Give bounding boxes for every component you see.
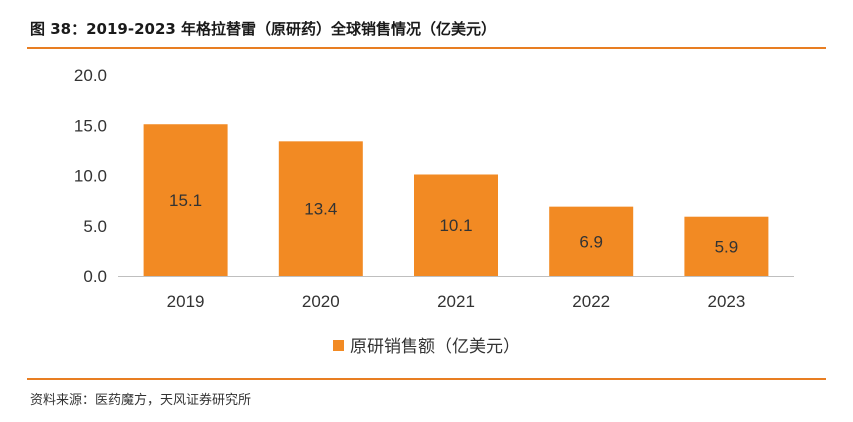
y-tick-label: 15.0 — [74, 116, 107, 135]
bar — [684, 216, 769, 276]
legend-swatch — [333, 340, 344, 351]
bottom-divider — [27, 378, 826, 380]
top-divider — [27, 47, 826, 49]
legend: 原研销售额（亿美元） — [333, 337, 520, 357]
x-tick-label: 2022 — [572, 292, 610, 311]
bar — [143, 124, 228, 277]
data-label: 6.9 — [579, 232, 603, 251]
bars: 15.1 13.4 10.1 6.9 5.9 — [143, 124, 769, 277]
bar — [549, 206, 634, 276]
x-tick-label: 2019 — [167, 292, 205, 311]
bar — [278, 141, 363, 276]
legend-label: 原研销售额（亿美元） — [350, 337, 520, 357]
figure-title: 图 38：2019-2023 年格拉替雷（原研药）全球销售情况（亿美元） — [30, 20, 497, 38]
data-label: 5.9 — [715, 237, 739, 256]
y-tick-label: 20.0 — [74, 66, 107, 85]
data-label: 13.4 — [304, 200, 337, 219]
y-axis-labels: 0.0 5.0 10.0 15.0 20.0 — [74, 66, 107, 286]
x-axis-labels: 2019 2020 2021 2022 2023 — [167, 292, 746, 311]
x-tick-label: 2021 — [437, 292, 475, 311]
y-tick-label: 0.0 — [83, 267, 107, 286]
bar — [414, 174, 498, 276]
x-tick-label: 2020 — [302, 292, 340, 311]
data-label: 15.1 — [169, 191, 202, 210]
y-tick-label: 10.0 — [74, 167, 107, 186]
source-note: 资料来源：医药魔方，天风证券研究所 — [30, 393, 252, 408]
y-tick-label: 5.0 — [83, 217, 107, 236]
data-label: 10.1 — [439, 216, 472, 235]
x-tick-label: 2023 — [707, 292, 745, 311]
